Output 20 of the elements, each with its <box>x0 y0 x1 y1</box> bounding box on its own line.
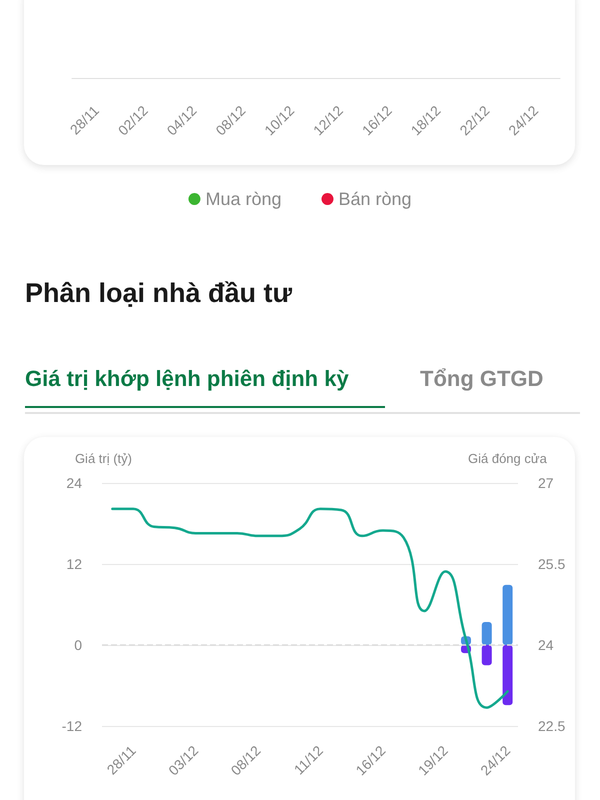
bar <box>502 584 513 645</box>
y-tick-label: -12 <box>62 718 82 734</box>
line-series <box>111 508 509 709</box>
bar <box>482 622 492 645</box>
y-axis-title: Giá trị (tỷ) <box>74 451 132 466</box>
legend-label: Mua ròng <box>205 189 282 209</box>
y2-tick-label: 25.5 <box>538 556 566 572</box>
y-tick-label: 12 <box>66 556 82 572</box>
legend-label: Bán ròng <box>338 189 412 209</box>
y-tick-label: 0 <box>74 637 82 653</box>
y2-tick-label: 22.5 <box>538 718 566 734</box>
chart-title: Phân loại nhà đầu tư <box>25 278 292 309</box>
y2-tick-label: 24 <box>538 637 554 653</box>
bar <box>482 645 492 666</box>
text: Giá trị khớp lệnh phiên định kỳ <box>25 366 385 408</box>
text: Tổng GTGD <box>420 366 544 393</box>
bar <box>502 645 513 706</box>
y2-tick-label: 27 <box>538 475 554 491</box>
y2-axis-title: Giá đóng cửa <box>468 451 548 466</box>
y-tick-label: 24 <box>66 475 82 491</box>
